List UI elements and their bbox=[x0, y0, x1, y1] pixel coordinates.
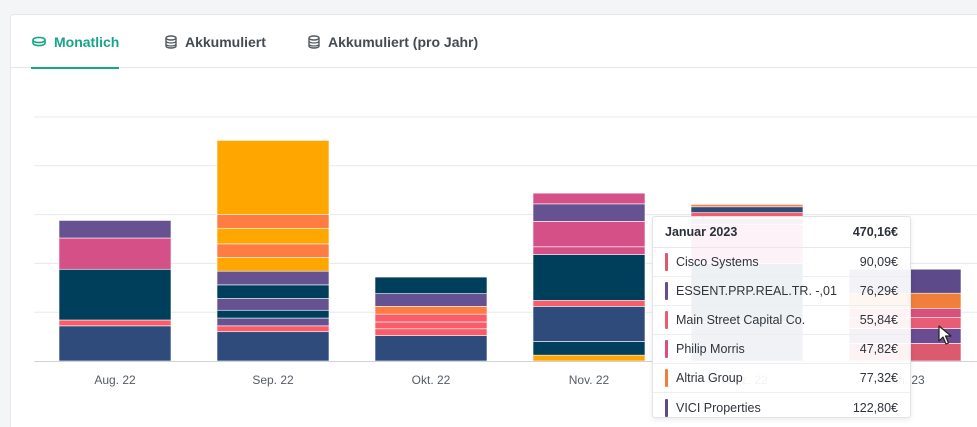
tooltip-row: Main Street Capital Co. 55,84€ bbox=[653, 306, 910, 335]
tooltip-row-value: 47,82€ bbox=[859, 342, 898, 356]
tooltip-row: Altria Group 77,32€ bbox=[653, 364, 910, 393]
bar-segment[interactable] bbox=[532, 300, 646, 307]
tooltip-swatch bbox=[665, 311, 668, 329]
bar-segment[interactable] bbox=[216, 325, 330, 333]
tab-akkumuliert[interactable]: Akkumuliert bbox=[162, 15, 266, 68]
bar-segment[interactable] bbox=[374, 321, 488, 330]
tooltip-row-name: VICI Properties bbox=[676, 400, 761, 415]
tooltip-row: Philip Morris 47,82€ bbox=[653, 335, 910, 364]
bar-segment[interactable] bbox=[216, 284, 330, 299]
coins-icon bbox=[32, 36, 46, 46]
tab-monatlich-label: Monatlich bbox=[54, 33, 120, 50]
tooltip-row: VICI Properties 122,80€ bbox=[653, 393, 910, 422]
bar-segment[interactable] bbox=[532, 203, 646, 222]
x-tick-label: Okt. 22 bbox=[412, 373, 451, 387]
chart-tooltip: Januar 2023 470,16€ Cisco Systems 90,09€… bbox=[652, 216, 911, 418]
tooltip-row-value: 77,32€ bbox=[859, 371, 898, 385]
tooltip-row-name: Philip Morris bbox=[676, 342, 745, 356]
coins-stack-icon bbox=[308, 34, 320, 49]
bar-segment[interactable] bbox=[532, 221, 646, 248]
tooltip-row-value: 76,29€ bbox=[859, 284, 898, 298]
tooltip-row-name: Cisco Systems bbox=[676, 255, 759, 269]
bar-segment[interactable] bbox=[532, 192, 646, 205]
bar-segment[interactable] bbox=[532, 246, 646, 255]
bar-segment[interactable] bbox=[58, 237, 172, 270]
bar-segment[interactable] bbox=[216, 331, 330, 362]
tab-akkumuliert-label: Akkumuliert bbox=[185, 33, 266, 50]
tooltip-row-value: 55,84€ bbox=[859, 313, 898, 327]
bar-segment[interactable] bbox=[690, 206, 804, 213]
tooltip-swatch bbox=[665, 253, 668, 271]
tooltip-row: Cisco Systems 90,09€ bbox=[653, 248, 910, 277]
tooltip-row-name: Altria Group bbox=[676, 371, 743, 385]
bar-segment[interactable] bbox=[374, 293, 488, 307]
tooltip-title: Januar 2023 bbox=[665, 225, 738, 239]
tab-akkumuliert-pro-jahr[interactable]: Akkumuliert (pro Jahr) bbox=[305, 15, 478, 68]
bar-segment[interactable] bbox=[216, 257, 330, 272]
tooltip-swatch bbox=[665, 282, 668, 300]
bar-segment[interactable] bbox=[690, 204, 804, 208]
tooltip-row-value: 122,80€ bbox=[852, 400, 898, 415]
bar-segment[interactable] bbox=[374, 335, 488, 362]
bar-segment[interactable] bbox=[532, 306, 646, 342]
bar-segment[interactable] bbox=[532, 254, 646, 301]
x-tick-label: Aug. 22 bbox=[94, 373, 136, 387]
bar-segment[interactable] bbox=[374, 313, 488, 323]
bar-segment[interactable] bbox=[532, 341, 646, 356]
tooltip-swatch bbox=[665, 340, 668, 358]
bar-segment[interactable] bbox=[374, 276, 488, 294]
tooltip-row: ESSENT.PRP.REAL.TR. -,01 76,29€ bbox=[653, 277, 910, 306]
bar-segment[interactable] bbox=[216, 309, 330, 319]
x-tick-label: Sep. 22 bbox=[252, 373, 294, 387]
tab-akkumuliert-pro-jahr-label: Akkumuliert (pro Jahr) bbox=[328, 33, 479, 50]
bar-segment[interactable] bbox=[58, 268, 172, 321]
bar-segment[interactable] bbox=[216, 298, 330, 311]
tooltip-swatch bbox=[665, 369, 668, 387]
bar-segment[interactable] bbox=[532, 354, 646, 362]
tooltip-total: 470,16€ bbox=[852, 225, 898, 239]
coins-stack-icon bbox=[165, 34, 177, 49]
bar-segment[interactable] bbox=[374, 328, 488, 336]
tooltip-row-name: Main Street Capital Co. bbox=[676, 313, 806, 327]
bar-segment[interactable] bbox=[216, 227, 330, 245]
tooltip-header: Januar 2023 470,16€ bbox=[653, 217, 910, 248]
bar-segment[interactable] bbox=[216, 243, 330, 258]
bar-segment[interactable] bbox=[58, 325, 172, 362]
bar-segment[interactable] bbox=[374, 306, 488, 315]
tab-monatlich[interactable]: Monatlich bbox=[31, 15, 120, 69]
bar-segment[interactable] bbox=[216, 317, 330, 327]
bar-segment[interactable] bbox=[58, 319, 172, 327]
tab-bar: Monatlich Akkumuliert Akkumuliert (pro J… bbox=[11, 15, 977, 69]
bar-segment[interactable] bbox=[216, 214, 330, 229]
tooltip-row-value: 90,09€ bbox=[859, 255, 898, 269]
bar-segment[interactable] bbox=[216, 140, 330, 215]
x-tick-label: Nov. 22 bbox=[569, 373, 610, 387]
bar-segment[interactable] bbox=[58, 220, 172, 239]
mouse-pointer-icon bbox=[938, 325, 952, 345]
bar-segment[interactable] bbox=[216, 270, 330, 286]
tooltip-row-name: ESSENT.PRP.REAL.TR. -,01 bbox=[676, 284, 837, 298]
tooltip-swatch bbox=[665, 398, 668, 417]
